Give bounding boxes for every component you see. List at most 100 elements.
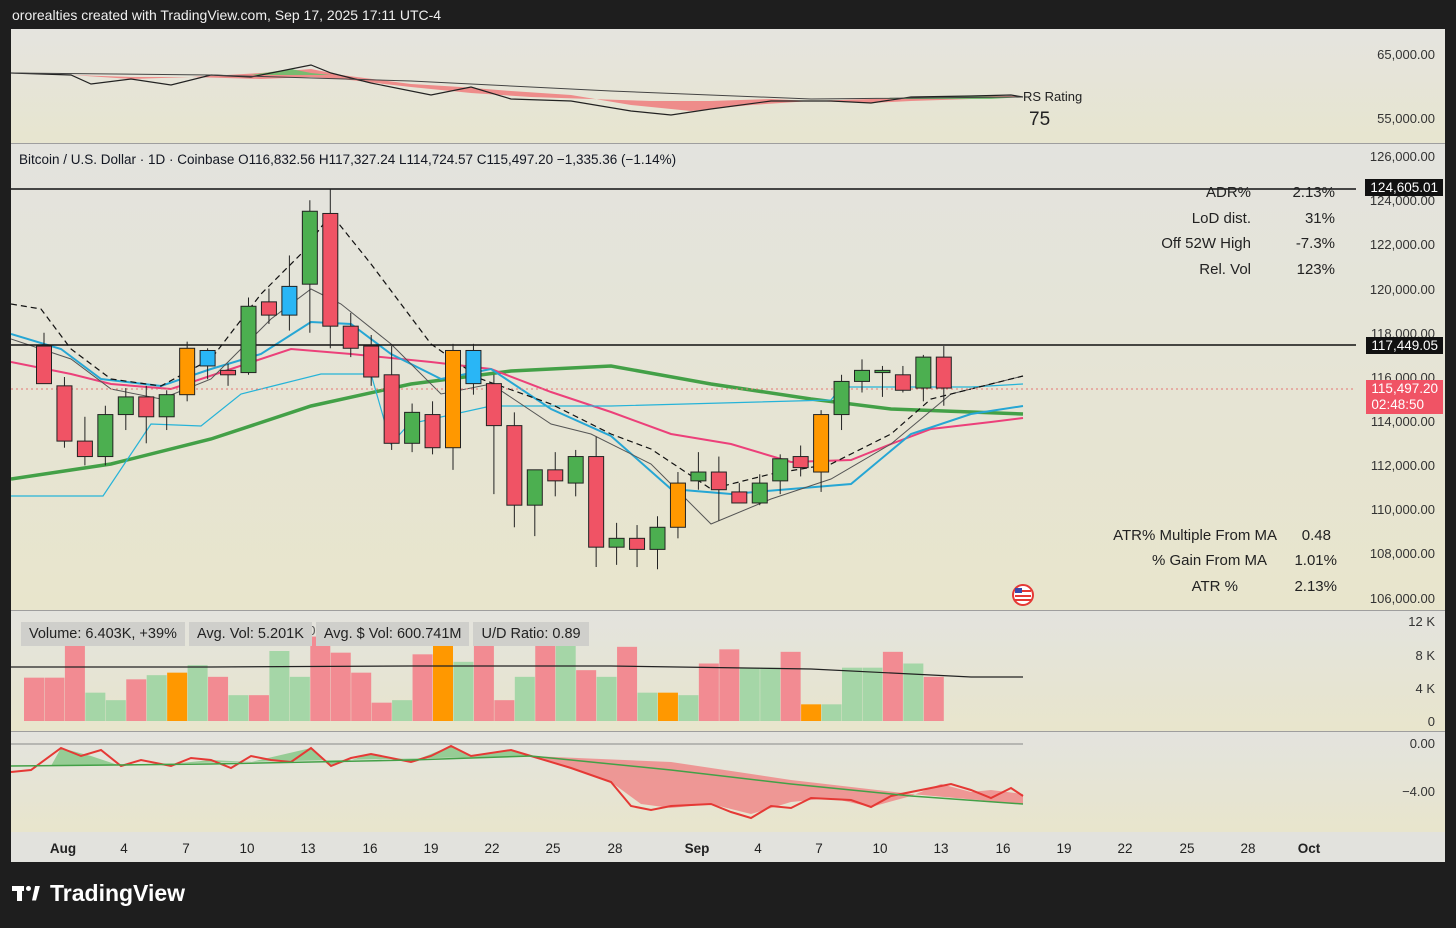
candle-body bbox=[710, 471, 727, 491]
candle-body bbox=[342, 325, 359, 349]
candle-body bbox=[772, 458, 789, 482]
stat-label: LoD dist. bbox=[1191, 210, 1251, 227]
candle-body bbox=[117, 396, 134, 416]
volume-bar bbox=[882, 651, 903, 721]
candle-body bbox=[915, 356, 932, 389]
stat-label: ADR% bbox=[1205, 184, 1251, 201]
stat-value: 123% bbox=[1296, 261, 1335, 278]
candle-body bbox=[179, 347, 196, 396]
volume-axis-tick: 4 K bbox=[1415, 681, 1435, 696]
volume-bar bbox=[24, 677, 44, 721]
candle-body bbox=[854, 369, 870, 382]
brand-text: TradingView bbox=[50, 880, 186, 906]
price-pane: Bitcoin / U.S. Dollar · 1D · Coinbase O1… bbox=[11, 144, 1445, 610]
stat-value: -7.3% bbox=[1295, 235, 1335, 252]
volume-bar bbox=[330, 652, 351, 721]
volume-bar bbox=[617, 646, 638, 721]
candle-body bbox=[158, 394, 175, 418]
x-axis-label: 28 bbox=[607, 841, 623, 856]
high-price-box: 124,605.01 bbox=[1365, 179, 1443, 196]
stats-bottom-panel: ATR% Multiple From MA 0.48 % Gain From M… bbox=[1071, 527, 1351, 607]
volume-bar bbox=[780, 651, 801, 721]
candle-body bbox=[424, 414, 441, 449]
volume-bar bbox=[310, 636, 331, 721]
stat-value: 1.01% bbox=[1294, 552, 1337, 569]
candle-body bbox=[731, 491, 748, 504]
volume-bar bbox=[923, 676, 944, 721]
rs-value: 75 bbox=[1029, 109, 1051, 130]
candle-body bbox=[567, 456, 584, 484]
candle-body bbox=[629, 537, 646, 550]
candle-body bbox=[690, 471, 707, 482]
sma-50-line bbox=[11, 364, 1024, 481]
volume-bar bbox=[44, 677, 65, 721]
candle-body bbox=[97, 414, 114, 458]
candle-body bbox=[547, 469, 564, 482]
x-axis-label: 4 bbox=[754, 841, 762, 856]
volume-bar bbox=[412, 654, 433, 721]
volume-bar bbox=[842, 667, 862, 721]
stat-label: % Gain From MA bbox=[1151, 552, 1267, 569]
chart-frame: RS Rating 75 65,000.00 55,000.00 bbox=[11, 29, 1445, 862]
price-axis-tick: 110,000.00 bbox=[1370, 502, 1435, 517]
volume-average-line bbox=[11, 665, 1023, 678]
volume-bar bbox=[514, 676, 535, 721]
volume-bar bbox=[248, 695, 269, 721]
candle-body bbox=[894, 374, 911, 391]
x-axis-label: 10 bbox=[872, 841, 888, 856]
volume-bar bbox=[555, 645, 576, 721]
tradingview-brand: TradingView bbox=[12, 880, 185, 907]
volume-bar bbox=[760, 667, 781, 721]
tradingview-logo-icon bbox=[12, 884, 42, 904]
volume-bar bbox=[289, 676, 310, 721]
stat-label: Off 52W High bbox=[1161, 235, 1251, 252]
x-axis-label: Sep bbox=[684, 841, 710, 856]
price-chart-svg bbox=[11, 188, 1356, 606]
volume-bar bbox=[657, 692, 678, 721]
x-axis-label: 22 bbox=[1117, 841, 1133, 856]
stat-value: 31% bbox=[1304, 210, 1335, 227]
candle-body bbox=[260, 301, 277, 316]
x-axis-label: 4 bbox=[120, 841, 128, 856]
level-price-box: 117,449.05 bbox=[1366, 337, 1443, 354]
candle-body bbox=[465, 349, 482, 385]
x-axis-label: 13 bbox=[933, 841, 949, 856]
volume-bar bbox=[269, 651, 290, 721]
volume-bar bbox=[167, 672, 188, 721]
x-axis-label: 22 bbox=[484, 841, 500, 856]
volume-bar bbox=[208, 676, 229, 721]
volume-bar bbox=[903, 663, 924, 721]
candle-body bbox=[383, 374, 400, 444]
volume-axis-tick: 0 bbox=[1427, 714, 1435, 729]
candle-body bbox=[833, 380, 850, 416]
candle-body bbox=[322, 212, 339, 327]
volume-bar bbox=[187, 665, 208, 721]
volume-bar bbox=[801, 704, 822, 721]
volume-axis-tick: 12 K bbox=[1408, 614, 1435, 629]
volume-bar bbox=[146, 675, 167, 721]
candle-body bbox=[36, 345, 52, 385]
avg-volume-label: Avg. Vol: 5.201K bbox=[188, 622, 312, 646]
price-axis-tick: 122,000.00 bbox=[1369, 237, 1435, 252]
oscillator-pane: 0.00 −4.00 bbox=[11, 732, 1445, 832]
volume-bar bbox=[433, 645, 453, 721]
price-axis-tick: 124,000.00 bbox=[1369, 193, 1435, 208]
candle-body bbox=[751, 482, 768, 504]
osc-signal-line bbox=[11, 755, 1024, 805]
rs-baseline bbox=[11, 72, 1024, 100]
x-axis-label: 28 bbox=[1240, 841, 1256, 856]
volume-bar bbox=[576, 670, 597, 721]
volume-bar bbox=[392, 700, 413, 721]
candle-body bbox=[608, 537, 625, 548]
stat-value: 2.13% bbox=[1294, 578, 1337, 595]
pane-divider bbox=[11, 143, 1445, 144]
candle-body bbox=[792, 456, 809, 469]
osc-axis-tick: −4.00 bbox=[1402, 784, 1435, 799]
volume-bar bbox=[85, 692, 106, 721]
volume-legend: Volume: 6.403K, +39% Avg. Vol: 5.201K Av… bbox=[21, 622, 589, 646]
candle-body bbox=[240, 305, 257, 374]
rs-area-red bbox=[11, 69, 1023, 111]
price-axis-tick: 114,000.00 bbox=[1370, 414, 1435, 429]
osc-area-red bbox=[531, 756, 1023, 814]
rs-area-green bbox=[251, 69, 1023, 99]
